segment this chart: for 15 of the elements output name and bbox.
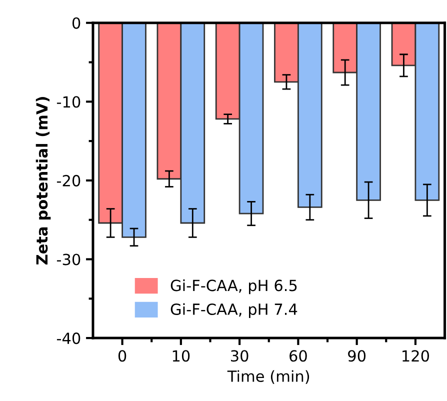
- y-tick-label: -40: [56, 332, 80, 344]
- x-axis-title: Time (min): [227, 370, 310, 384]
- legend-label: Gi-F-CAA, pH 7.4: [170, 303, 298, 318]
- legend-label: Gi-F-CAA, pH 6.5: [170, 279, 297, 294]
- x-tick-label: 120: [402, 350, 430, 362]
- x-tick-label: 10: [172, 350, 190, 362]
- y-tick-label: 0: [72, 17, 80, 29]
- y-tick-label: -30: [56, 254, 80, 266]
- x-tick-label: 30: [231, 350, 248, 362]
- x-tick-label: 90: [348, 350, 366, 362]
- x-tick-label: 60: [290, 350, 307, 362]
- x-tick-label: 0: [118, 350, 126, 362]
- y-axis-title: Zeta potential (mV): [36, 97, 51, 264]
- y-tick-label: -10: [56, 96, 80, 108]
- y-tick-label: -20: [56, 174, 80, 186]
